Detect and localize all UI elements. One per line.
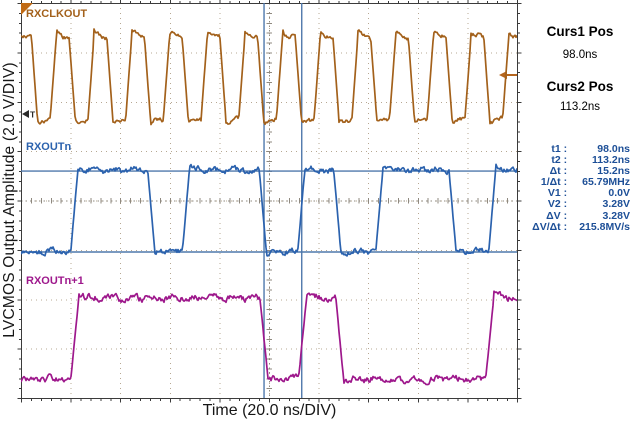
measurement-row: ΔV : 3.28V bbox=[524, 209, 630, 222]
plot-border bbox=[17, 0, 522, 403]
trace-rxclkout bbox=[21, 28, 517, 126]
trace-rxoutn-plus-1 bbox=[21, 290, 517, 386]
measurement-row: 1/Δt : 65.79MHz bbox=[524, 177, 630, 188]
center-axes bbox=[21, 3, 518, 399]
measurement-row: t2 : 113.2ns bbox=[524, 154, 630, 167]
cursor1-position-value: 98.0ns bbox=[562, 49, 598, 61]
measurement-label: t2 : bbox=[551, 154, 570, 167]
trigger-position-arrow-icon bbox=[22, 110, 29, 118]
measurement-label: ΔV/Δt : bbox=[532, 220, 570, 233]
trace-rxoutn bbox=[21, 163, 517, 257]
measurement-label: 1/Δt : bbox=[540, 176, 570, 189]
measurement-value: 65.79MHz bbox=[582, 176, 630, 189]
measurement-value: 3.28V bbox=[602, 209, 630, 222]
cursor-readout-panel: Curs1 Pos 98.0ns Curs2 Pos 113.2ns t1 : … bbox=[524, 0, 636, 427]
measurement-value: 113.2ns bbox=[592, 154, 630, 167]
waveform-traces bbox=[21, 28, 517, 386]
measurement-value: 98.0ns bbox=[597, 143, 630, 155]
measurement-row: Δt : 15.2ns bbox=[524, 166, 630, 177]
measurement-label: ΔV : bbox=[546, 209, 570, 222]
cursor2-position-value: 113.2ns bbox=[559, 101, 601, 113]
trace-label-rxoutn-plus-1: RXOUTn+1 bbox=[26, 275, 84, 287]
x-axis-label: Time (20.0 ns/DIV) bbox=[202, 402, 337, 419]
trace-label-rxoutn: RXOUTn bbox=[26, 141, 72, 153]
cursor1-position-title: Curs1 Pos bbox=[546, 24, 614, 39]
measurement-row: V2 : 3.28V bbox=[524, 199, 630, 210]
measurement-row: ΔV/Δt : 215.8MV/s bbox=[524, 220, 630, 233]
measurement-label: Δt : bbox=[549, 165, 570, 178]
measurement-row: V1 : 0.0V bbox=[524, 188, 630, 199]
measurement-value: 15.2ns bbox=[597, 165, 630, 178]
measurement-label: V1 : bbox=[547, 187, 570, 200]
measurement-row: t1 : 98.0ns bbox=[524, 143, 630, 155]
measurement-label: t1 : bbox=[551, 143, 570, 155]
measurement-label: V2 : bbox=[547, 198, 570, 211]
trace-label-rxclkout: RXCLKOUT bbox=[26, 8, 88, 20]
measurement-value: 3.28V bbox=[602, 198, 630, 211]
corner-trigger-marker-icon bbox=[21, 3, 33, 15]
measurement-value: 0.0V bbox=[608, 187, 630, 200]
measurement-value: 215.8MV/s bbox=[579, 220, 630, 233]
cursor2-position-title: Curs2 Pos bbox=[546, 79, 614, 94]
y-axis-label: LVCMOS Output Amplitude (2.0 V/DIV) bbox=[1, 62, 18, 338]
measurement-list: t1 : 98.0ns t2 : 113.2ns Δt : 15.2ns 1/Δt :… bbox=[524, 143, 630, 233]
trigger-t-label: T bbox=[30, 110, 36, 120]
